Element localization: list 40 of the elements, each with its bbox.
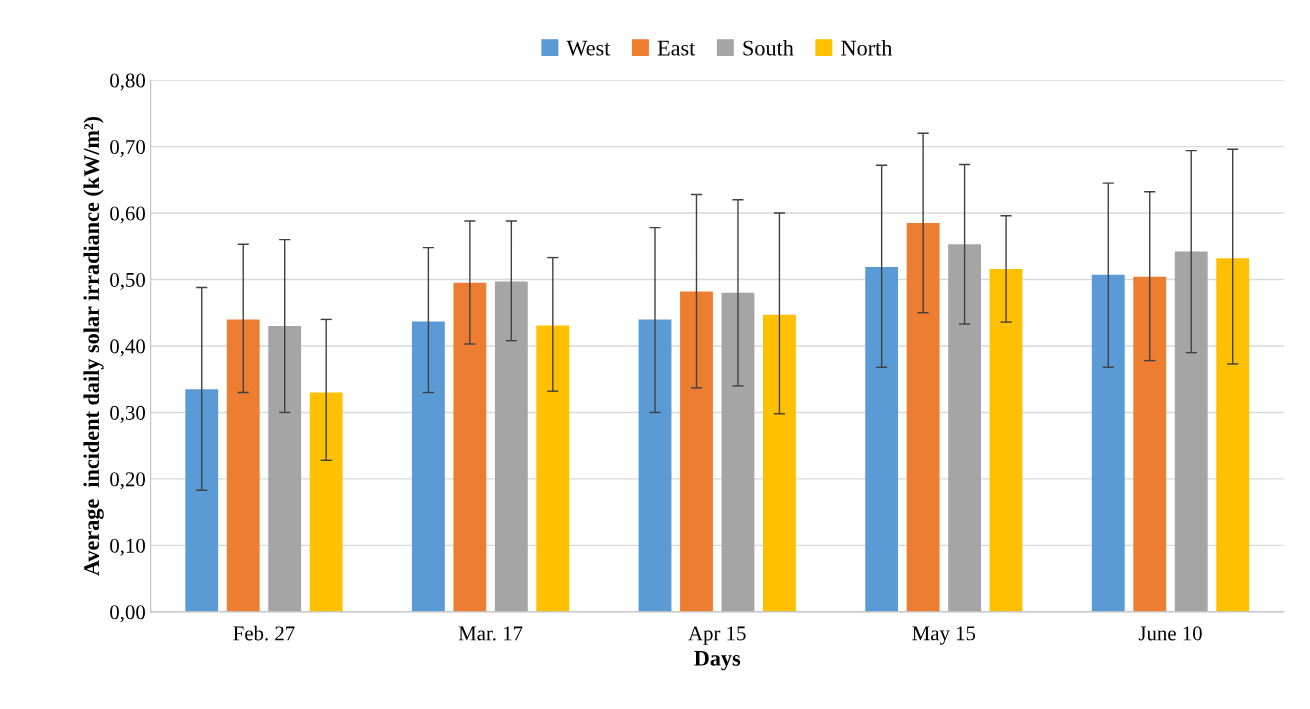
x-axis-title: Days: [694, 651, 741, 671]
bar: [906, 223, 940, 612]
bar: [763, 314, 796, 612]
bar: [453, 282, 487, 612]
bar: [411, 321, 445, 612]
x-tick-label: Apr 15: [688, 626, 746, 645]
bar: [494, 281, 528, 612]
bar: [1174, 251, 1208, 612]
y-tick-label: 0,00: [110, 605, 145, 623]
legend-label: South: [743, 39, 794, 56]
bar: [1133, 276, 1167, 612]
y-tick-label: 0,40: [110, 339, 145, 357]
bar: [865, 266, 899, 612]
bar: [948, 244, 982, 612]
bar: [680, 291, 713, 612]
y-tick-label: 0,20: [110, 472, 145, 490]
y-tick-label: 0,80: [110, 73, 145, 91]
x-tick-label: May 15: [912, 626, 976, 645]
x-tick-label: Mar. 17: [458, 626, 523, 641]
legend-label: East: [657, 40, 696, 56]
bar: [989, 268, 1023, 612]
x-tick-label: June 10: [1138, 626, 1202, 641]
bar: [638, 319, 672, 612]
x-tick-label: Feb. 27: [233, 625, 295, 641]
y-tick-label: 0,50: [110, 272, 145, 290]
bar: [536, 325, 570, 612]
bar: [1091, 274, 1125, 612]
bar: [1216, 258, 1250, 612]
legend-label: West: [566, 40, 611, 56]
y-tick-label: 0,70: [110, 139, 145, 158]
bar: [226, 319, 260, 612]
bar: [185, 389, 219, 612]
y-tick-label: 0,10: [110, 538, 145, 556]
y-tick-label: 0,30: [110, 405, 145, 423]
legend-label: North: [841, 39, 893, 56]
y-tick-label: 0,60: [110, 206, 145, 224]
y-axis-title: Average incident daily solar irradiance (kW/m²): [83, 116, 104, 576]
bar: [268, 326, 302, 612]
bar: [721, 292, 755, 612]
bar: [309, 392, 343, 612]
